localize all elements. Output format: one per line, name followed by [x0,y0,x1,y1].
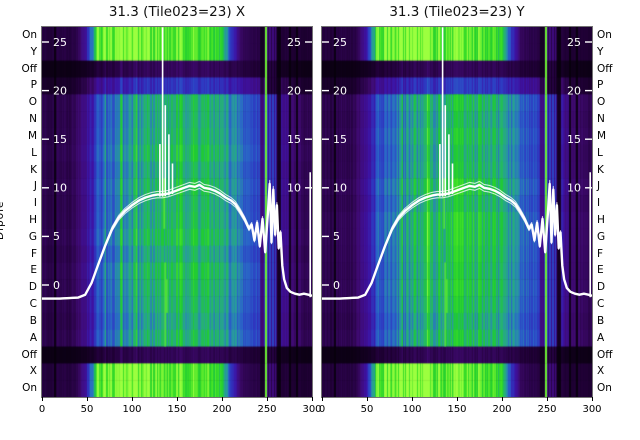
dipole-label: H [597,214,605,226]
x-tick-label: 200 [492,404,512,415]
x-tick-label: 150 [447,404,467,415]
dipole-label: B [597,314,605,327]
dipole-label: I [597,197,601,210]
dipole-labels-left: On Y Off P O N M L K J I H G F E D C B A Off X On [0,27,38,397]
heatmap-x [41,26,313,398]
panel-y: 31.3 (Tile023=23) Y 25 20 15 10 5 0 25 20 15 10 0… [318,0,602,440]
x-tick [87,397,88,401]
dipole-label: K [30,163,37,176]
x-tick-label: 100 [122,404,142,415]
dipole-label: D [597,281,606,294]
x-axis-y: 0 50 100 150 200 250 300 [318,397,602,431]
dipole-label: G [28,230,37,243]
dipole-label: M [597,129,607,142]
x-tick [322,397,323,401]
dipole-label: F [30,247,37,260]
x-tick-label: 150 [167,404,187,415]
dipole-label: P [30,79,37,92]
dipole-label: C [597,298,605,311]
x-tick [457,397,458,401]
dipole-label: A [29,331,37,344]
x-tick [222,397,223,401]
dipole-label: Off [597,348,613,361]
x-tick [132,397,133,401]
dipole-label: X [597,365,605,378]
x-tick [592,397,593,401]
x-tick-label: 250 [257,404,277,415]
dipole-label: O [597,96,606,109]
dipole-label: I [33,197,37,210]
x-tick [177,397,178,401]
dipole-label: Y [30,45,37,58]
x-tick [42,397,43,401]
x-tick-label: 50 [80,404,94,415]
dipole-label: P [597,79,604,92]
x-axis-x: 0 50 100 150 200 250 300 [38,397,322,431]
dipole-label: X [29,365,37,378]
x-tick-label: 0 [38,404,46,415]
dipole-label: On [597,29,612,41]
x-tick-label: 250 [537,404,557,415]
dipole-label: Off [21,62,38,75]
x-tick-label: 0 [318,404,326,415]
dipole-label: G [597,230,606,243]
dipole-label: H [29,214,37,226]
heatmap-y [321,26,593,398]
dipole-label: N [597,113,605,126]
dipole-labels-right: On Y Off P O N M L K J I H G F E D C B A Off X On [597,27,639,397]
dipole-label: On [22,29,37,41]
x-tick [412,397,413,401]
dipole-label: M [27,129,37,142]
x-tick-label: 300 [582,404,602,415]
panel-y-title: 31.3 (Tile023=23) Y [389,4,525,20]
x-tick-label: 200 [212,404,232,415]
dipole-label: N [29,113,37,126]
dipole-label: E [597,264,604,277]
panel-x-title: 31.3 (Tile023=23) X [108,4,246,20]
dipole-label: C [29,298,37,311]
dipole-label: E [30,264,37,277]
dipole-label: D [28,281,37,294]
x-tick [502,397,503,401]
dipole-label: Off [597,62,613,75]
dipole-label: Off [21,348,38,361]
x-tick [367,397,368,401]
dipole-label: F [597,247,604,260]
x-tick-label: 300 [302,404,322,415]
dipole-label: J [597,180,601,193]
dipole-label: K [597,163,604,176]
x-tick [267,397,268,401]
dipole-label: Y [597,45,604,58]
dipole-label: O [28,96,37,109]
x-tick-label: 50 [360,404,374,415]
dipole-label: B [29,314,37,327]
dipole-label: On [22,382,37,395]
dipole-label: L [597,146,603,159]
dipole-label: L [31,146,37,159]
panel-x: 31.3 (Tile023=23) X 25 20 15 10 5 0 25 20 15 10 0… [38,0,322,440]
x-tick-label: 100 [402,404,422,415]
x-tick [312,397,313,401]
x-tick [547,397,548,401]
dipole-label: On [597,382,612,395]
dipole-label: J [33,180,37,193]
dipole-label: A [597,331,605,344]
